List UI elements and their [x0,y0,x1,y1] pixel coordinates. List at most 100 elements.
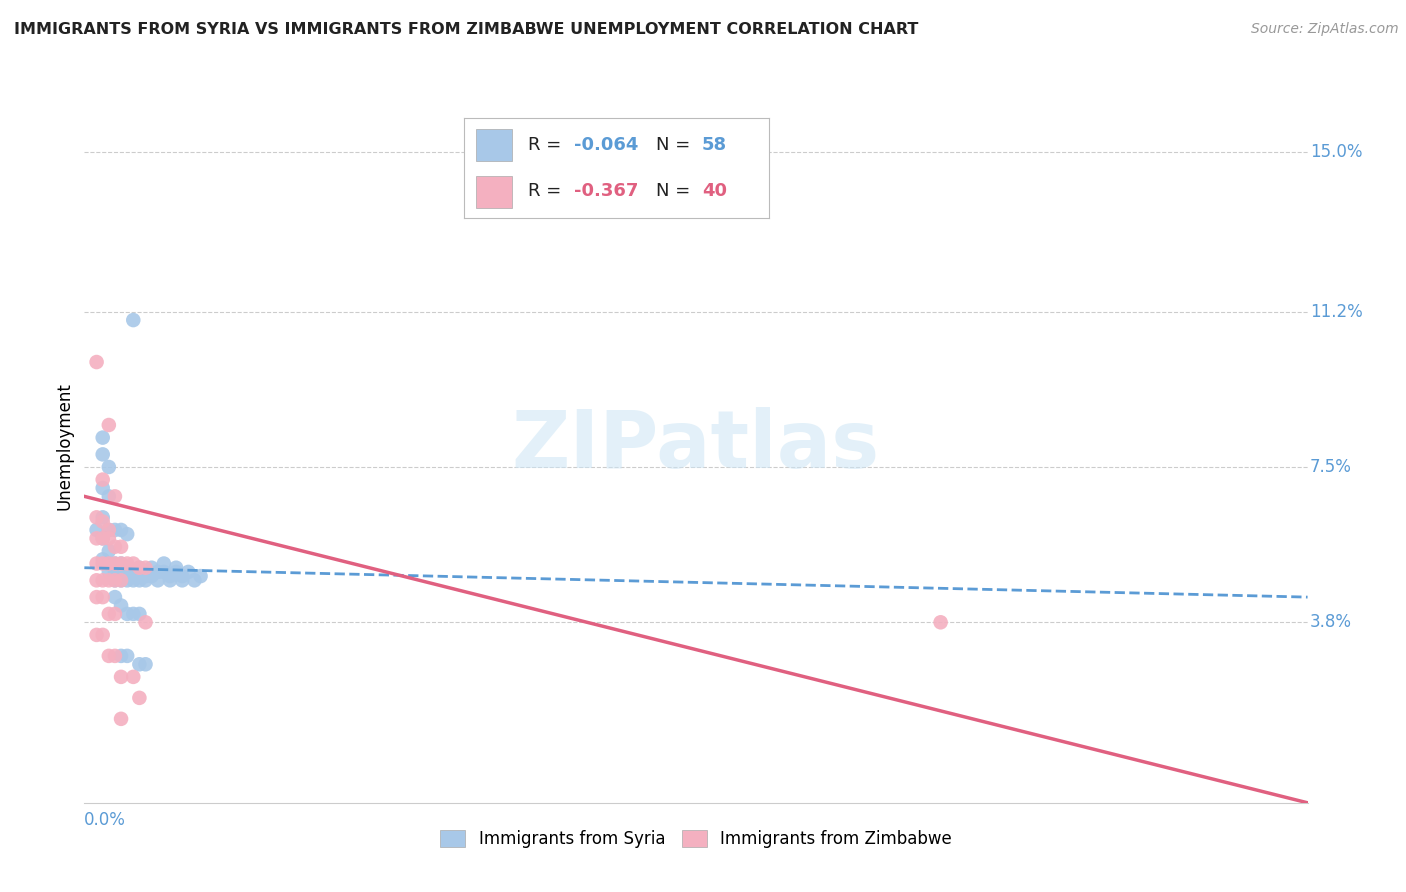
Text: 15.0%: 15.0% [1310,143,1362,161]
Point [165,560,187,574]
Point [115,574,138,588]
Point [110,523,132,537]
Point [110,557,132,571]
Point [172,569,194,583]
Point [104,540,127,554]
Point [128,560,150,574]
Point [153,557,176,571]
Point [104,648,127,663]
Point [91,552,114,566]
Point [91,574,114,588]
Point [91,532,114,546]
Point [146,574,169,588]
Point [115,560,138,574]
Text: N =: N = [657,136,696,153]
Bar [475,128,512,161]
Point [86,355,108,369]
Text: Source: ZipAtlas.com: Source: ZipAtlas.com [1251,22,1399,37]
Point [97,489,120,503]
Point [122,607,145,621]
Point [135,560,157,574]
Point [110,574,132,588]
Point [110,557,132,571]
Bar [475,176,512,208]
Point [97,648,120,663]
Point [97,460,120,475]
Point [97,532,120,546]
Point [110,565,132,579]
Point [110,574,132,588]
Point [91,481,114,495]
Point [141,560,163,574]
Point [86,532,108,546]
Point [86,510,108,524]
Point [122,569,145,583]
Point [91,515,114,529]
Point [172,574,194,588]
Point [104,607,127,621]
Point [97,557,120,571]
Text: 40: 40 [702,182,727,200]
Point [110,599,132,613]
Text: R =: R = [527,182,567,200]
Point [115,557,138,571]
Point [86,590,108,604]
Point [91,557,114,571]
Point [115,607,138,621]
Point [97,544,120,558]
Point [104,574,127,588]
Point [91,590,114,604]
Point [110,670,132,684]
Point [97,565,120,579]
Text: IMMIGRANTS FROM SYRIA VS IMMIGRANTS FROM ZIMBABWE UNEMPLOYMENT CORRELATION CHART: IMMIGRANTS FROM SYRIA VS IMMIGRANTS FROM… [14,22,918,37]
Point [91,431,114,445]
Point [159,574,181,588]
Point [128,574,150,588]
Point [135,615,157,630]
Point [183,574,205,588]
Point [86,628,108,642]
Point [177,565,200,579]
Point [159,569,181,583]
Point [104,523,127,537]
Point [91,447,114,461]
Point [128,569,150,583]
Text: 3.8%: 3.8% [1310,614,1353,632]
Point [86,574,108,588]
Point [104,590,127,604]
Text: ZIPatlas: ZIPatlas [512,407,880,485]
Point [91,628,114,642]
Point [128,560,150,574]
Point [110,712,132,726]
Text: 11.2%: 11.2% [1310,302,1362,321]
Point [153,565,176,579]
Legend: Immigrants from Syria, Immigrants from Zimbabwe: Immigrants from Syria, Immigrants from Z… [433,823,959,855]
Point [122,557,145,571]
Text: -0.064: -0.064 [574,136,638,153]
Point [122,313,145,327]
Text: -0.367: -0.367 [574,182,638,200]
Point [128,607,150,621]
Point [165,565,187,579]
Text: 0.0%: 0.0% [84,812,127,830]
Point [190,569,212,583]
Point [97,607,120,621]
Point [135,569,157,583]
Point [115,648,138,663]
Point [104,574,127,588]
Point [97,417,120,432]
Text: R =: R = [527,136,567,153]
Point [91,510,114,524]
Point [104,557,127,571]
Point [110,540,132,554]
Point [135,657,157,672]
Point [97,523,120,537]
Point [135,565,157,579]
Text: 58: 58 [702,136,727,153]
Point [929,615,952,630]
Point [104,565,127,579]
Point [104,489,127,503]
Point [122,670,145,684]
Point [86,523,108,537]
Point [115,565,138,579]
